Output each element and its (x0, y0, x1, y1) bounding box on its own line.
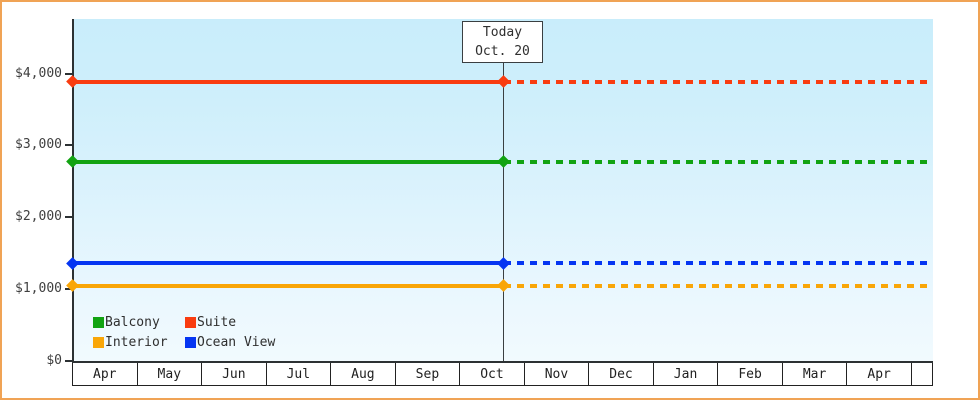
legend-label-ocean-view: Ocean View (197, 334, 276, 350)
y-tick-mark (65, 72, 72, 75)
legend-item-balcony: Balcony (93, 314, 185, 330)
legend-swatch-suite (185, 316, 196, 328)
legend-item-ocean-view: Ocean View (185, 334, 276, 350)
legend-label-interior: Interior (105, 334, 168, 350)
month-cell-aug: Aug (331, 363, 396, 385)
series-dashed-segment-suite (503, 79, 933, 84)
today-flag: Today Oct. 20 (462, 21, 543, 63)
month-cell-dec: Dec (589, 363, 654, 385)
series-line-balcony (66, 155, 933, 169)
month-cell-apr: Apr (73, 363, 138, 385)
legend-label-balcony: Balcony (105, 314, 160, 330)
y-tick-label: $2,000 (15, 209, 62, 225)
month-cell-jul: Jul (267, 363, 332, 385)
today-flag-title: Today (482, 25, 523, 40)
month-cell-jan: Jan (654, 363, 719, 385)
month-cell-apr: Apr (847, 363, 912, 385)
legend-label-suite: Suite (197, 314, 237, 330)
month-cell-sep: Sep (396, 363, 461, 385)
series-dashed-segment-balcony (503, 159, 933, 164)
today-line (502, 63, 504, 361)
y-tick-label: $1,000 (15, 281, 62, 297)
plot-area: Balcony Suite Interior Ocean View (66, 19, 933, 363)
series-today-marker-suite (497, 75, 510, 88)
series-solid-segment-suite (74, 79, 504, 84)
month-cell-may: May (138, 363, 203, 385)
series-line-ocean-view (66, 256, 933, 270)
series-today-marker-ocean-view (497, 256, 510, 270)
y-tick-mark (65, 144, 72, 147)
legend: Balcony Suite Interior Ocean View (93, 314, 276, 350)
series-solid-segment-ocean-view (74, 261, 504, 266)
y-tick-mark (65, 216, 72, 219)
today-flag-date: Oct. 20 (475, 44, 530, 59)
month-cell-nov: Nov (525, 363, 590, 385)
month-cell-feb: Feb (718, 363, 783, 385)
legend-swatch-ocean-view (185, 336, 196, 348)
series-today-marker-balcony (497, 155, 510, 169)
month-cell-mar: Mar (783, 363, 848, 385)
series-line-interior (66, 279, 933, 292)
series-dashed-segment-interior (503, 283, 933, 288)
legend-swatch-balcony (93, 316, 104, 328)
legend-swatch-interior (93, 336, 104, 348)
y-tick-label: $3,000 (15, 137, 62, 153)
series-line-suite (66, 75, 933, 88)
legend-item-interior: Interior (93, 334, 185, 350)
series-dashed-segment-ocean-view (503, 261, 933, 266)
month-cell-empty (912, 363, 932, 385)
series-solid-segment-balcony (74, 159, 504, 164)
y-tick-mark (65, 288, 72, 291)
y-axis: $4,000 $3,000 $2,000 $1,000 $0 (2, 19, 72, 368)
x-axis-months: Apr May Jun Jul Aug Sep Oct Nov Dec Jan Feb Mar Apr (72, 363, 933, 386)
y-tick-label: $4,000 (15, 65, 62, 81)
y-tick-mark (65, 360, 72, 362)
y-tick-label: $0 (46, 353, 62, 368)
series-solid-segment-interior (74, 283, 504, 288)
legend-item-suite: Suite (185, 314, 275, 330)
month-cell-jun: Jun (202, 363, 267, 385)
series-today-marker-interior (497, 279, 510, 292)
month-cell-oct: Oct (460, 363, 525, 385)
